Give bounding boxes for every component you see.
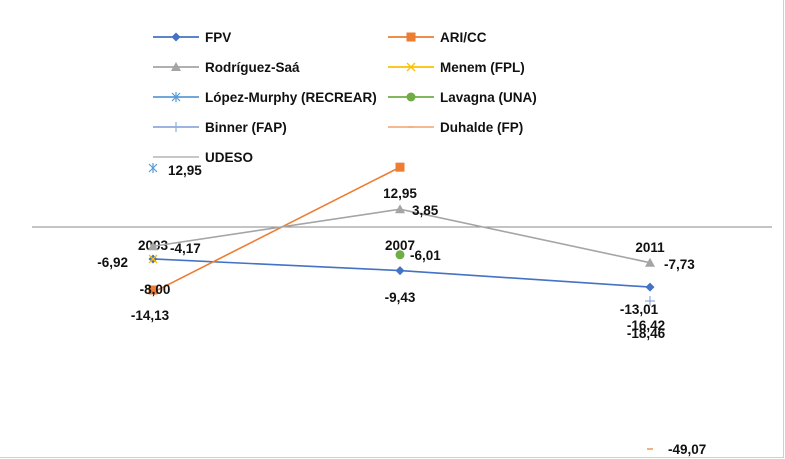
legend-label-rodriguez-saa: Rodríguez-Saá (205, 60, 300, 75)
legend-item-duhalde-fp: Duhalde (FP) (388, 120, 523, 135)
legend-marker-menem-fpl (406, 62, 416, 72)
legend-marker-rodriguez-saa (171, 62, 181, 71)
legend-item-menem-fpl: Menem (FPL) (388, 60, 525, 75)
data-label-rodriguez-saa-2007: 3,85 (412, 203, 439, 218)
data-label-udeso-2011: -16,42 (627, 318, 665, 333)
marker-rodriguez-saa-2007 (395, 204, 405, 214)
legend-label-fpv: FPV (205, 30, 231, 45)
legend-label-udeso: UDESO (205, 150, 253, 165)
marker-fpv-2011 (645, 282, 655, 292)
legend-label-binner-fap: Binner (FAP) (205, 120, 287, 135)
data-label-lopez-murphy-recrear-2003: 12,95 (168, 163, 202, 178)
legend-label-ari-cc: ARI/CC (440, 30, 487, 45)
legend-marker-ari-cc (406, 32, 416, 42)
legend-label-lopez-murphy-recrear: López-Murphy (RECREAR) (205, 90, 377, 105)
series-line-ari-cc (152, 166, 401, 293)
marker-menem-fpl-2003 (148, 254, 158, 264)
marker-rodriguez-saa-2011 (645, 257, 655, 267)
data-label-menem-fpl-2003: -8,00 (140, 282, 171, 297)
data-label-lavagna-una-2007: -6,01 (410, 248, 441, 263)
label-layer: -6,92 -9,43 -13,01 -14,13 12,95 -4,17 3,85 -7,7… (97, 163, 706, 457)
marker-lavagna-una-2007 (395, 250, 405, 260)
data-label-fpv-2003: -6,92 (97, 255, 128, 270)
legend-item-lopez-murphy-recrear: López-Murphy (RECREAR) (153, 90, 377, 105)
legend-item-lavagna-una: Lavagna (UNA) (388, 90, 537, 105)
legend-marker-lavagna-una (406, 92, 416, 102)
marker-binner-fap-2011 (645, 296, 655, 306)
legend-marker-lopez-murphy-recrear (171, 92, 181, 102)
data-label-ari-cc-2007: 12,95 (383, 186, 417, 201)
marker-ari-cc-2007 (395, 162, 405, 172)
x-tick-label-2007: 2007 (385, 238, 415, 253)
data-label-fpv-2007: -9,43 (385, 290, 416, 305)
data-label-rodriguez-saa-2011: -7,73 (664, 257, 695, 272)
data-label-duhalde-fp-2011: -49,07 (668, 442, 706, 457)
legend: FPV ARI/CC Rodríguez-Saá Menem (FPL) López-M… (153, 30, 537, 165)
marker-ari-cc-2003 (148, 285, 158, 295)
legend-label-duhalde-fp: Duhalde (FP) (440, 120, 523, 135)
marker-rodriguez-saa-2003 (148, 241, 158, 251)
data-label-binner-fap-2011: -18,46 (627, 326, 666, 341)
data-label-fpv-2011: -13,01 (620, 302, 659, 317)
legend-label-menem-fpl: Menem (FPL) (440, 60, 525, 75)
marker-layer (148, 162, 655, 450)
legend-item-ari-cc: ARI/CC (388, 30, 487, 45)
marker-fpv-2007 (395, 266, 405, 276)
data-label-ari-cc-2003: -14,13 (131, 308, 170, 323)
legend-item-udeso: UDESO (153, 150, 253, 165)
legend-marker-fpv (171, 32, 181, 42)
legend-item-binner-fap: Binner (FAP) (153, 120, 287, 135)
x-tick-label-2011: 2011 (635, 240, 665, 255)
legend-item-rodriguez-saa: Rodríguez-Saá (153, 60, 300, 75)
legend-item-fpv: FPV (153, 30, 231, 45)
legend-label-lavagna-una: Lavagna (UNA) (440, 90, 537, 105)
marker-lopez-murphy-recrear-2003 (148, 163, 158, 173)
data-label-rodriguez-saa-2003: -4,17 (170, 241, 201, 256)
